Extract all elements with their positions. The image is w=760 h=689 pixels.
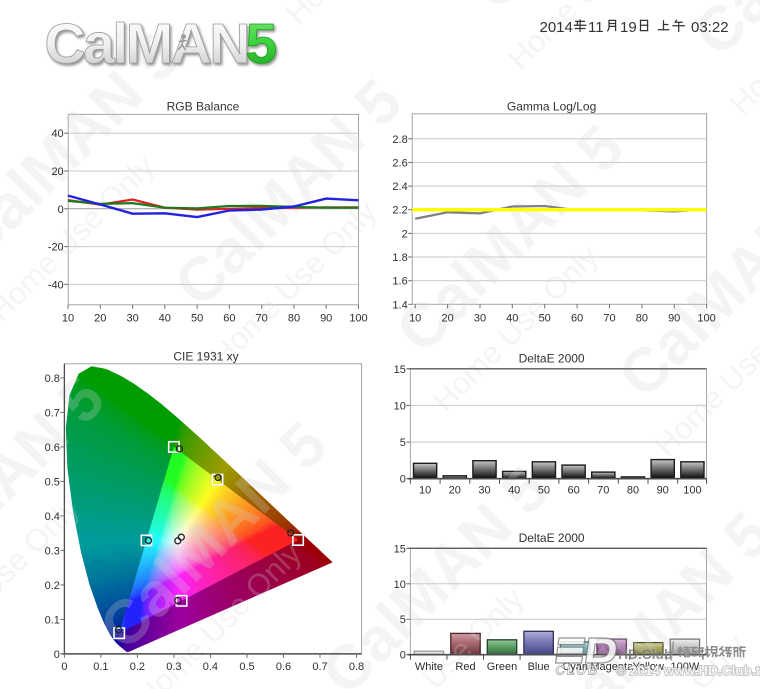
svg-text:2.6: 2.6 [392, 158, 407, 170]
svg-text:90: 90 [320, 312, 332, 324]
svg-text:0.6: 0.6 [276, 661, 291, 673]
svg-text:0: 0 [54, 649, 60, 661]
svg-text:15: 15 [394, 364, 406, 376]
svg-text:RGB Balance: RGB Balance [167, 100, 240, 114]
svg-text:40: 40 [51, 128, 63, 140]
svg-text:90: 90 [668, 313, 680, 325]
svg-text:40: 40 [159, 312, 171, 324]
svg-text:0: 0 [61, 661, 67, 673]
svg-text:1.6: 1.6 [392, 276, 407, 288]
svg-text:0: 0 [400, 650, 406, 662]
svg-text:30: 30 [478, 485, 490, 497]
svg-text:0.1: 0.1 [93, 661, 108, 673]
svg-text:20: 20 [51, 166, 63, 178]
svg-text:2014: 2014 [540, 19, 573, 36]
svg-text:15: 15 [394, 543, 406, 555]
svg-text:0: 0 [58, 204, 64, 216]
svg-text:40: 40 [508, 485, 520, 497]
svg-text:0.8: 0.8 [45, 373, 60, 385]
svg-text:60: 60 [571, 313, 583, 325]
svg-text:100: 100 [697, 313, 715, 325]
svg-text:100W: 100W [671, 661, 700, 673]
svg-text:19: 19 [620, 19, 637, 36]
svg-text:5: 5 [400, 614, 406, 626]
svg-text:11: 11 [588, 19, 604, 36]
svg-text:Gamma Log/Log: Gamma Log/Log [507, 100, 596, 114]
svg-text:0.4: 0.4 [45, 511, 60, 523]
svg-text:0.2: 0.2 [130, 661, 145, 673]
svg-text:100: 100 [683, 485, 701, 497]
svg-text:Green: Green [487, 661, 518, 673]
svg-text:Blue: Blue [528, 661, 550, 673]
svg-text:80: 80 [288, 312, 300, 324]
svg-text:Red: Red [455, 661, 475, 673]
svg-text:2.4: 2.4 [392, 181, 407, 193]
svg-text:5: 5 [400, 437, 406, 449]
svg-text:30: 30 [474, 313, 486, 325]
svg-text:03:22: 03:22 [691, 19, 729, 36]
svg-text:10: 10 [62, 312, 74, 324]
svg-text:50: 50 [539, 313, 551, 325]
svg-text:10: 10 [394, 400, 406, 412]
svg-text:0.5: 0.5 [239, 661, 254, 673]
svg-text:60: 60 [223, 312, 235, 324]
svg-text:20: 20 [449, 485, 461, 497]
svg-text:70: 70 [256, 312, 268, 324]
svg-text:40: 40 [506, 313, 518, 325]
svg-text:1.4: 1.4 [392, 299, 407, 311]
svg-text:20: 20 [441, 313, 453, 325]
svg-text:50: 50 [191, 312, 203, 324]
svg-text:0.7: 0.7 [312, 661, 327, 673]
svg-text:0.4: 0.4 [203, 661, 218, 673]
svg-text:White: White [415, 661, 443, 673]
svg-text:Magenta: Magenta [590, 661, 634, 673]
svg-text:CalMAN: CalMAN [45, 12, 249, 76]
svg-text:0.8: 0.8 [349, 661, 364, 673]
svg-text:70: 70 [603, 313, 615, 325]
svg-text:50: 50 [538, 485, 550, 497]
svg-text:100: 100 [349, 312, 367, 324]
svg-text:80: 80 [627, 485, 639, 497]
svg-text:HD.Club: HD.Club [618, 647, 672, 662]
svg-text:0.3: 0.3 [166, 661, 181, 673]
svg-text:-20: -20 [48, 242, 64, 254]
svg-text:0.1: 0.1 [45, 614, 60, 626]
svg-text:Cyan: Cyan [562, 661, 588, 673]
svg-text:20: 20 [94, 312, 106, 324]
svg-text:0: 0 [400, 474, 406, 486]
svg-text:0.2: 0.2 [45, 580, 60, 592]
svg-text:10: 10 [419, 485, 431, 497]
svg-text:0.3: 0.3 [45, 545, 60, 557]
svg-text:2.2: 2.2 [392, 205, 407, 217]
svg-text:0.7: 0.7 [45, 407, 60, 419]
svg-text:70: 70 [597, 485, 609, 497]
svg-text:2: 2 [402, 228, 408, 240]
svg-text:CLUB: CLUB [554, 663, 600, 678]
svg-text:0.5: 0.5 [45, 476, 60, 488]
svg-text:10: 10 [394, 579, 406, 591]
svg-text:60: 60 [567, 485, 579, 497]
svg-text:CIE 1931 xy: CIE 1931 xy [173, 350, 238, 364]
svg-text:1.8: 1.8 [392, 252, 407, 264]
svg-text:80: 80 [636, 313, 648, 325]
svg-text:-40: -40 [48, 279, 64, 291]
svg-text:0.6: 0.6 [45, 442, 60, 454]
svg-text:© 2014 www.HD.Club.tw: © 2014 www.HD.Club.tw [616, 663, 760, 678]
svg-text:10: 10 [409, 313, 421, 325]
svg-text:5: 5 [246, 12, 278, 76]
svg-text:30: 30 [126, 312, 138, 324]
svg-text:2.8: 2.8 [392, 134, 407, 146]
svg-text:90: 90 [657, 485, 669, 497]
svg-text:DeltaE 2000: DeltaE 2000 [519, 351, 585, 365]
svg-text:Yellow: Yellow [633, 661, 664, 673]
svg-text:DeltaE 2000: DeltaE 2000 [519, 531, 585, 545]
